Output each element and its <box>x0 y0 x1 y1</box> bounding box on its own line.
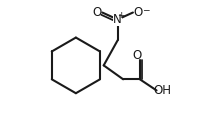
Text: −: − <box>142 5 149 14</box>
Text: O: O <box>92 6 101 19</box>
Text: N: N <box>113 13 122 26</box>
Text: O: O <box>134 6 143 19</box>
Text: O: O <box>132 49 142 62</box>
Text: +: + <box>117 11 125 20</box>
Text: OH: OH <box>154 84 172 97</box>
